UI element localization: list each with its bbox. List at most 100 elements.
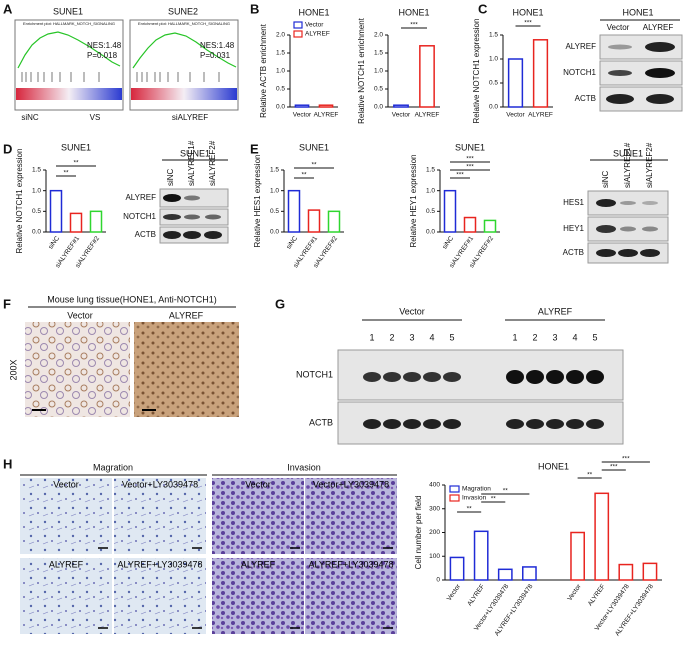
band [363, 372, 381, 382]
row-label: NOTCH1 [296, 369, 333, 379]
y-axis-label: Relative NOTCH1 expression [472, 19, 481, 124]
western-blot: HONE1 Vector ALYREF ALYREF NOTCH1 ACTB [563, 7, 683, 112]
bar [49, 189, 63, 233]
chart-title: HONE1 [512, 7, 543, 17]
bar [497, 568, 513, 581]
band [596, 199, 616, 207]
band [596, 249, 616, 257]
group-label: siNC [21, 113, 39, 122]
band [645, 42, 675, 52]
band [642, 226, 658, 232]
lane-label: 2 [389, 332, 394, 342]
bar [532, 39, 549, 108]
micrograph [212, 558, 304, 634]
y-tick-label: 200 [429, 529, 440, 536]
y-tick-label: 0.5 [374, 86, 383, 93]
band [403, 419, 421, 429]
hit-lines [136, 72, 220, 82]
x-tick-label: Vector [392, 112, 411, 119]
bar [419, 45, 435, 108]
lane-label: 5 [449, 332, 454, 342]
rank-bar [131, 88, 237, 100]
bar [89, 210, 103, 233]
blot-title: SUNE1 [180, 148, 210, 158]
image-label: ALYREF [49, 559, 84, 569]
band [566, 419, 584, 429]
legend-swatch [293, 30, 303, 38]
y-tick-label: 1.5 [426, 167, 435, 174]
lane-label: Vector [607, 23, 630, 32]
row-label: NOTCH1 [123, 212, 156, 221]
band [163, 231, 181, 239]
micrograph [305, 558, 397, 634]
group-label: Vector [399, 306, 425, 316]
lane-label: siALYREF1# [187, 140, 196, 186]
legend-label: Invasion [462, 495, 487, 502]
row-label: ALYREF [125, 193, 156, 202]
x-tick-label: Vector [566, 582, 583, 602]
micrograph [114, 558, 206, 634]
significance-label: *** [524, 20, 532, 27]
lane-label: 3 [409, 332, 414, 342]
row-label: ALYREF [565, 42, 596, 51]
y-tick-label: 1.0 [32, 187, 41, 194]
significance-label: *** [456, 172, 464, 179]
y-axis-label: Relative ACTB enrichment [259, 23, 268, 118]
y-tick-label: 1.5 [270, 167, 279, 174]
lane-label: ALYREF [643, 23, 674, 32]
lane-label: 1 [369, 332, 374, 342]
micrograph [25, 322, 130, 417]
significance-label: *** [466, 164, 474, 171]
bar [318, 104, 334, 108]
enrichment-curve [132, 32, 237, 69]
band [506, 419, 524, 429]
band [205, 214, 221, 220]
bar [307, 209, 321, 233]
y-tick-label: 0.5 [32, 208, 41, 215]
y-tick-label: 0.5 [426, 208, 435, 215]
band [646, 94, 674, 104]
image-label: Vector [245, 479, 271, 489]
row-label: ACTB [575, 94, 596, 103]
significance-label: *** [622, 456, 630, 463]
chart-title: HONE1 [298, 7, 329, 17]
row-label: HES1 [563, 198, 584, 207]
band [423, 419, 441, 429]
panel-label: G [275, 296, 285, 311]
significance-label: ** [491, 496, 497, 503]
micrograph [212, 478, 304, 554]
y-tick-label: 1.5 [489, 32, 498, 39]
significance-label: *** [466, 156, 474, 163]
bar [618, 563, 634, 581]
significance-label: ** [63, 170, 69, 177]
band [163, 214, 181, 220]
panel-label: C [478, 1, 488, 16]
y-tick-label: 2.0 [276, 32, 285, 39]
image-label: ALYREF+LY3039478 [309, 559, 394, 569]
band [586, 419, 604, 429]
y-tick-label: 1.0 [270, 187, 279, 194]
chart-title: SUNE1 [455, 142, 485, 152]
bar [594, 492, 610, 581]
lane-label: siNC [166, 168, 175, 186]
row-label: NOTCH1 [563, 68, 596, 77]
band [423, 372, 441, 382]
lane-label: siALYREF2# [645, 142, 654, 188]
x-tick-label: ALYREF [528, 112, 553, 119]
row-label: ACTB [135, 230, 156, 239]
legend-label: ALYREF [305, 31, 330, 38]
band [184, 214, 200, 220]
group-label: ALYREF [538, 306, 573, 316]
panel-label: D [3, 141, 12, 156]
band [383, 419, 401, 429]
x-tick-label: siNC [47, 235, 61, 251]
y-tick-label: 0.0 [426, 229, 435, 236]
legend-label: Vector [305, 22, 324, 29]
y-tick-label: 0.0 [270, 229, 279, 236]
significance-label: *** [610, 464, 618, 471]
band [204, 231, 222, 239]
p-label: P=0.018 [87, 51, 118, 60]
band [526, 419, 544, 429]
group-label: siALYREF [172, 113, 208, 122]
row-label: ACTB [563, 248, 584, 257]
